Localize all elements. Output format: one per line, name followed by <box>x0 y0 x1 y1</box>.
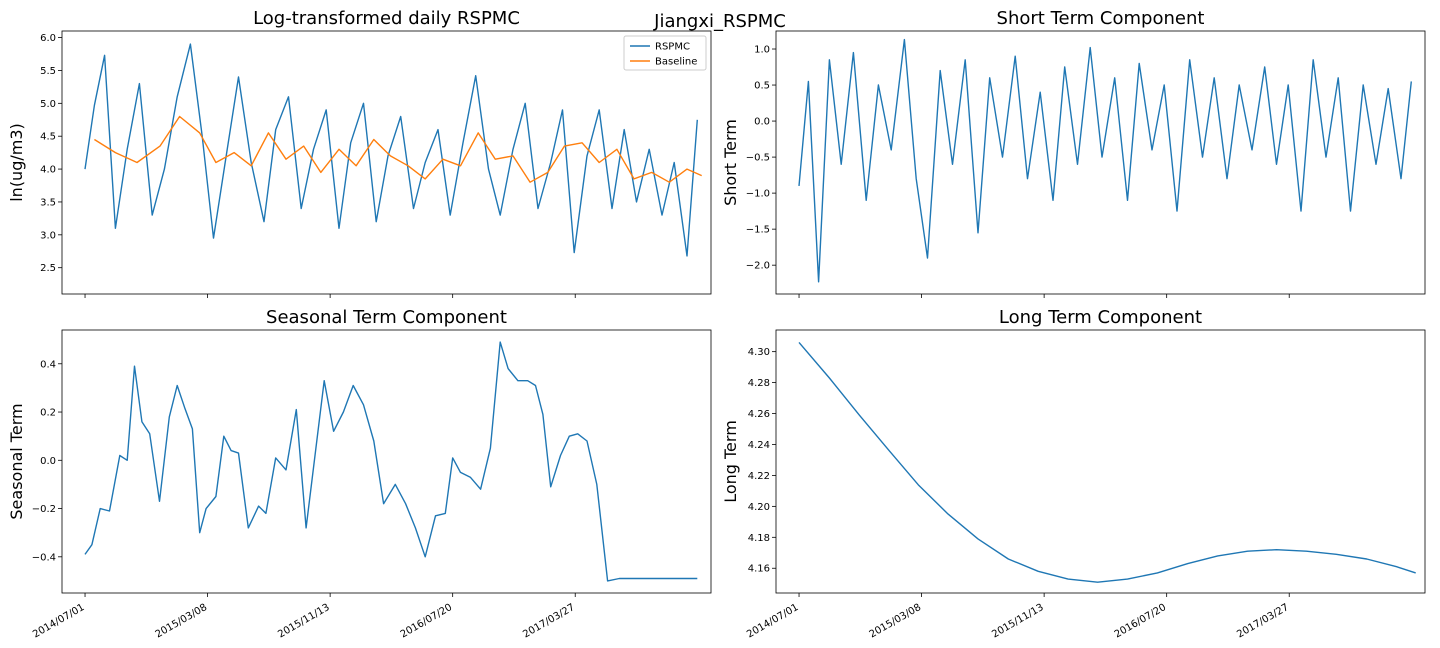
short-ylabel: Short Term <box>721 119 740 206</box>
raw-legend: RSPMC Baseline <box>623 35 707 71</box>
long-ytick-label: 4.28 <box>748 378 770 389</box>
long-ytick-label: 4.22 <box>748 471 770 482</box>
short-ytick-label: 0.5 <box>754 81 770 92</box>
long-xtick-label: 2014/07/01 <box>745 602 800 640</box>
long-ytick-label: 4.26 <box>748 409 770 420</box>
seasonal-ytick-label: 0.0 <box>40 456 56 467</box>
short-panel: −2.0 −1.5 −1.0 −0.5 0.0 0.5 1.0 Short Term Comp… <box>721 8 1426 298</box>
raw-ytick-label: 2.5 <box>40 263 56 274</box>
figure-suptitle: Jiangxi_RSPMC <box>653 11 786 32</box>
long-ytick-label: 4.30 <box>748 347 770 358</box>
raw-title: Log-transformed daily RSPMC <box>253 8 520 29</box>
raw-series-rspmc <box>84 43 698 257</box>
seasonal-ytick-label: 0.2 <box>40 408 56 419</box>
seasonal-ytick-label: −0.4 <box>32 552 56 563</box>
seasonal-title: Seasonal Term Component <box>266 307 507 328</box>
seasonal-series-group <box>84 341 698 582</box>
raw-series-group <box>84 43 702 257</box>
seasonal-xtick-label: 2017/03/27 <box>521 602 576 640</box>
raw-ytick-label: 3.0 <box>40 230 56 241</box>
seasonal-xtick-label: 2014/07/01 <box>31 602 86 640</box>
short-ytick-label: −1.5 <box>746 225 770 236</box>
raw-ytick-label: 6.0 <box>40 33 56 44</box>
long-ytick-label: 4.20 <box>748 502 770 513</box>
short-ytick-label: −2.0 <box>746 261 770 272</box>
seasonal-xtick-label: 2015/11/13 <box>276 602 331 640</box>
raw-ylabel: ln(ug/m3) <box>7 123 26 202</box>
short-ytick-label: −1.0 <box>746 189 770 200</box>
seasonal-panel: −0.4 −0.2 0.0 0.2 0.4 2014/07/01 2015/03/08 201… <box>7 307 712 640</box>
seasonal-ytick-label: −0.2 <box>32 504 56 515</box>
seasonal-xtick-label: 2015/03/08 <box>154 602 209 640</box>
short-title: Short Term Component <box>997 8 1205 29</box>
long-ylabel: Long Term <box>721 420 740 503</box>
raw-series-baseline <box>94 115 702 183</box>
short-ytick-label: 1.0 <box>754 45 770 56</box>
raw-ytick-label: 5.5 <box>40 66 56 77</box>
short-ytick-label: 0.0 <box>754 117 770 128</box>
long-xtick-label: 2017/03/27 <box>1235 602 1290 640</box>
raw-ytick-label: 3.5 <box>40 197 56 208</box>
legend-label-baseline: Baseline <box>655 57 697 68</box>
long-xtick-label: 2015/03/08 <box>868 602 923 640</box>
seasonal-ytick-label: 0.4 <box>40 359 56 370</box>
long-series-group <box>798 341 1416 583</box>
long-ytick-label: 4.16 <box>748 564 770 575</box>
legend-label-rspmc: RSPMC <box>655 42 690 53</box>
raw-ytick-label: 4.0 <box>40 165 56 176</box>
long-title: Long Term Component <box>999 307 1202 328</box>
panels: 2.5 3.0 3.5 4.0 4.5 5.0 5.5 6.0 Log-transformed … <box>7 8 1426 640</box>
seasonal-xtick-label: 2016/07/20 <box>399 602 454 640</box>
short-ytick-label: −0.5 <box>746 153 770 164</box>
seasonal-axes-frame <box>61 329 712 594</box>
long-xtick-label: 2016/07/20 <box>1113 602 1168 640</box>
long-axes-frame <box>775 329 1426 594</box>
short-series-line <box>798 38 1412 283</box>
long-xtick-label: 2015/11/13 <box>990 602 1045 640</box>
seasonal-series-line <box>84 341 698 582</box>
long-series-line <box>798 341 1416 583</box>
raw-panel: 2.5 3.0 3.5 4.0 4.5 5.0 5.5 6.0 Log-transformed … <box>7 8 712 298</box>
long-ytick-label: 4.18 <box>748 533 770 544</box>
raw-ytick-label: 4.5 <box>40 132 56 143</box>
raw-axes-frame <box>61 30 712 295</box>
long-ytick-label: 4.24 <box>748 440 770 451</box>
raw-ytick-label: 5.0 <box>40 99 56 110</box>
seasonal-ylabel: Seasonal Term <box>7 403 26 519</box>
short-axes-frame <box>775 30 1426 295</box>
long-panel: 4.16 4.18 4.20 4.22 4.24 4.26 4.28 4.30 2014/07/… <box>721 307 1426 640</box>
short-series-group <box>798 38 1412 283</box>
